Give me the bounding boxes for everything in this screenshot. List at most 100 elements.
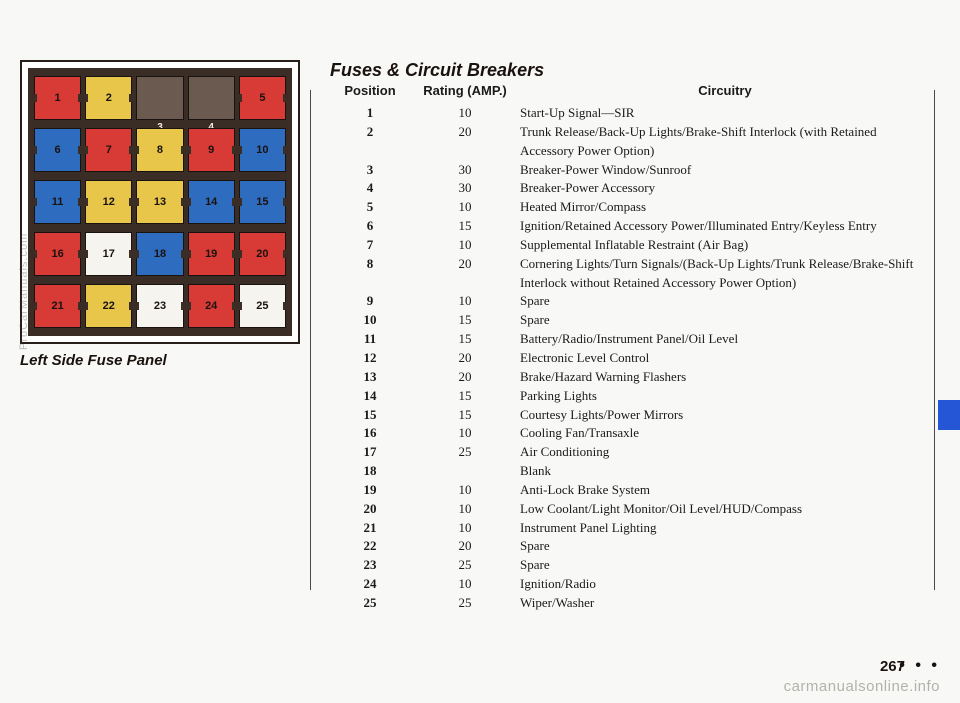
cell-position: 10 [330,311,410,330]
cell-circuitry: Brake/Hazard Warning Flashers [520,368,930,387]
cell-position: 25 [330,594,410,613]
cell-position: 14 [330,387,410,406]
fuse-23: 23 [136,284,183,328]
fuse-number: 10 [255,144,269,156]
cell-circuitry: Supplemental Inflatable Restraint (Air B… [520,236,930,255]
cell-position: 13 [330,368,410,387]
fuse-number: 18 [153,248,167,260]
cell-rating: 20 [410,123,520,161]
fuse-22: 22 [85,284,132,328]
fuse-number: 15 [255,196,269,208]
cell-position: 24 [330,575,410,594]
table-row: 2110Instrument Panel Lighting [330,519,930,538]
cell-circuitry: Parking Lights [520,387,930,406]
table-row: 710Supplemental Inflatable Restraint (Ai… [330,236,930,255]
cell-position: 6 [330,217,410,236]
cell-rating: 15 [410,217,520,236]
cell-circuitry: Breaker-Power Accessory [520,179,930,198]
cell-position: 4 [330,179,410,198]
divider-left [310,90,311,590]
fuse-19: 19 [188,232,235,276]
watermark-bottom: carmanualsonline.info [784,678,940,695]
table-row: 110Start-Up Signal—SIR [330,104,930,123]
table-row: 2220Spare [330,537,930,556]
cell-circuitry: Blank [520,462,930,481]
fuse-24: 24 [188,284,235,328]
fuse-2: 2 [85,76,132,120]
cell-position: 12 [330,349,410,368]
right-column: Fuses & Circuit Breakers Position Rating… [330,60,930,613]
fuse-number: 2 [105,92,113,104]
fuse-12: 12 [85,180,132,224]
table-row: 615Ignition/Retained Accessory Power/Ill… [330,217,930,236]
table-header: Position Rating (AMP.) Circuitry [330,83,930,98]
cell-rating: 10 [410,198,520,217]
cell-circuitry: Spare [520,556,930,575]
fuse-16: 16 [34,232,81,276]
fuse-empty-slot: 3 [136,76,183,120]
fuse-number: 7 [105,144,113,156]
fuse-21: 21 [34,284,81,328]
cell-rating: 10 [410,481,520,500]
table-row: 1115Battery/Radio/Instrument Panel/Oil L… [330,330,930,349]
cell-circuitry: Start-Up Signal—SIR [520,104,930,123]
cell-rating: 10 [410,424,520,443]
fuse-11: 11 [34,180,81,224]
cell-circuitry: Electronic Level Control [520,349,930,368]
fuse-6: 6 [34,128,81,172]
cell-rating: 10 [410,104,520,123]
cell-circuitry: Ignition/Radio [520,575,930,594]
cell-rating: 30 [410,161,520,180]
fuse-empty-slot: 4 [188,76,235,120]
fuse-14: 14 [188,180,235,224]
cell-circuitry: Ignition/Retained Accessory Power/Illumi… [520,217,930,236]
cell-circuitry: Low Coolant/Light Monitor/Oil Level/HUD/… [520,500,930,519]
table-row: 1515Courtesy Lights/Power Mirrors [330,406,930,425]
cell-rating: 25 [410,556,520,575]
cell-circuitry: Breaker-Power Window/Sunroof [520,161,930,180]
table-row: 1015Spare [330,311,930,330]
cell-circuitry: Heated Mirror/Compass [520,198,930,217]
fuse-panel-border: 1234567891011121314151617181920212223242… [20,60,300,344]
cell-position: 23 [330,556,410,575]
cell-position: 1 [330,104,410,123]
fuse-number: 9 [207,144,215,156]
header-circuitry: Circuitry [520,83,930,98]
fuse-13: 13 [136,180,183,224]
cell-position: 3 [330,161,410,180]
table-row: 820Cornering Lights/Turn Signals/(Back-U… [330,255,930,293]
cell-circuitry: Anti-Lock Brake System [520,481,930,500]
table-row: 1320Brake/Hazard Warning Flashers [330,368,930,387]
cell-position: 16 [330,424,410,443]
cell-rating: 10 [410,236,520,255]
cell-rating: 10 [410,292,520,311]
table-row: 220Trunk Release/Back-Up Lights/Brake-Sh… [330,123,930,161]
cell-position: 21 [330,519,410,538]
cell-rating: 10 [410,519,520,538]
cell-circuitry: Spare [520,311,930,330]
watermark-side: ProCarManuals.com [18,233,30,350]
fuse-number: 21 [50,300,64,312]
table-row: 2525Wiper/Washer [330,594,930,613]
panel-label: Left Side Fuse Panel [20,352,300,369]
fuse-number: 23 [153,300,167,312]
table-row: 430Breaker-Power Accessory [330,179,930,198]
fuse-20: 20 [239,232,286,276]
fuse-number: 8 [156,144,164,156]
cell-rating: 10 [410,575,520,594]
cell-circuitry: Wiper/Washer [520,594,930,613]
left-column: 1234567891011121314151617181920212223242… [20,60,300,613]
cell-rating: 20 [410,368,520,387]
fuse-number: 11 [51,196,65,208]
cell-position: 7 [330,236,410,255]
table-row: 1220Electronic Level Control [330,349,930,368]
table-row: 1910Anti-Lock Brake System [330,481,930,500]
cell-rating: 15 [410,387,520,406]
table-row: 2325Spare [330,556,930,575]
fuse-number: 24 [204,300,218,312]
table-row: 510Heated Mirror/Compass [330,198,930,217]
cell-rating: 15 [410,330,520,349]
cell-position: 22 [330,537,410,556]
cell-circuitry: Spare [520,292,930,311]
header-position: Position [330,83,410,98]
